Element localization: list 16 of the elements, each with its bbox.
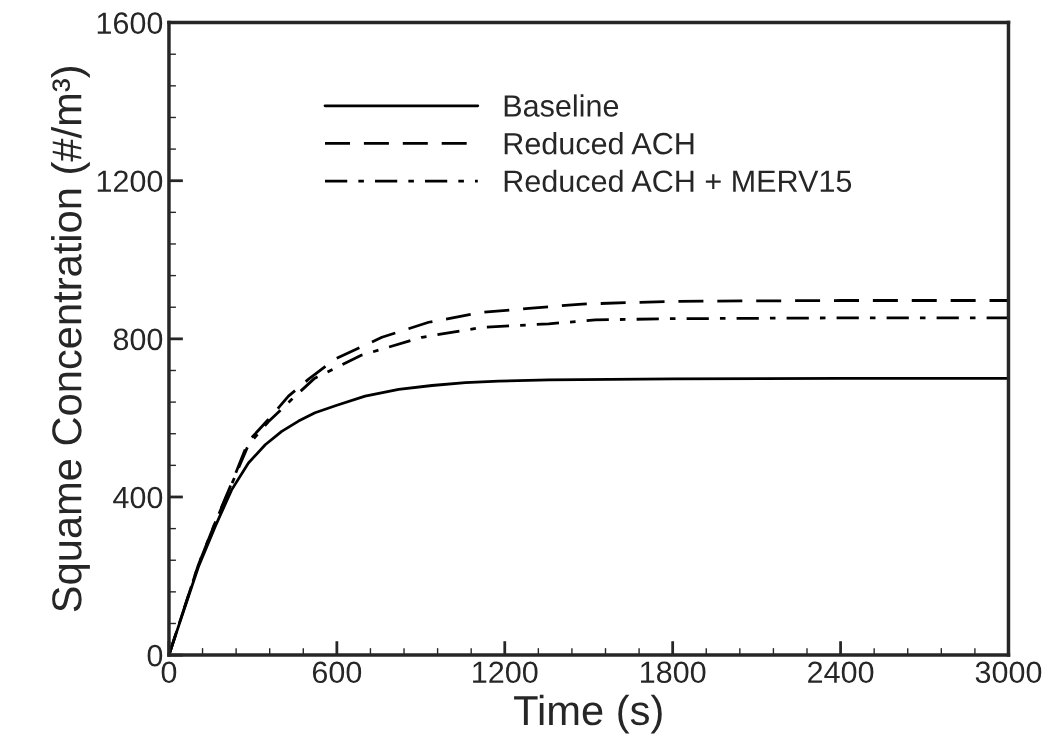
- x-tick-label: 1200: [473, 661, 538, 684]
- y-tick-label: 1200: [97, 170, 163, 193]
- x-tick-label: 2400: [808, 661, 874, 684]
- x-tick-label: 600: [312, 661, 362, 684]
- x-tick-label: 3000: [975, 661, 1042, 684]
- y-tick-label: 400: [113, 486, 163, 509]
- x-tick-label: 0: [161, 661, 177, 684]
- y-tick-label: 0: [147, 644, 163, 667]
- legend-label: Reduced ACH: [504, 132, 694, 155]
- legend-label: Reduced ACH + MERV15: [504, 169, 852, 193]
- legend-label: Baseline: [504, 94, 619, 117]
- x-tick-label: 1800: [641, 661, 706, 684]
- y-tick-label: 800: [113, 328, 163, 351]
- y-axis-title: Squame Concentration (#/m³): [51, 66, 90, 612]
- y-tick-label: 1600: [97, 12, 163, 34]
- x-axis-title: Time (s): [514, 694, 662, 734]
